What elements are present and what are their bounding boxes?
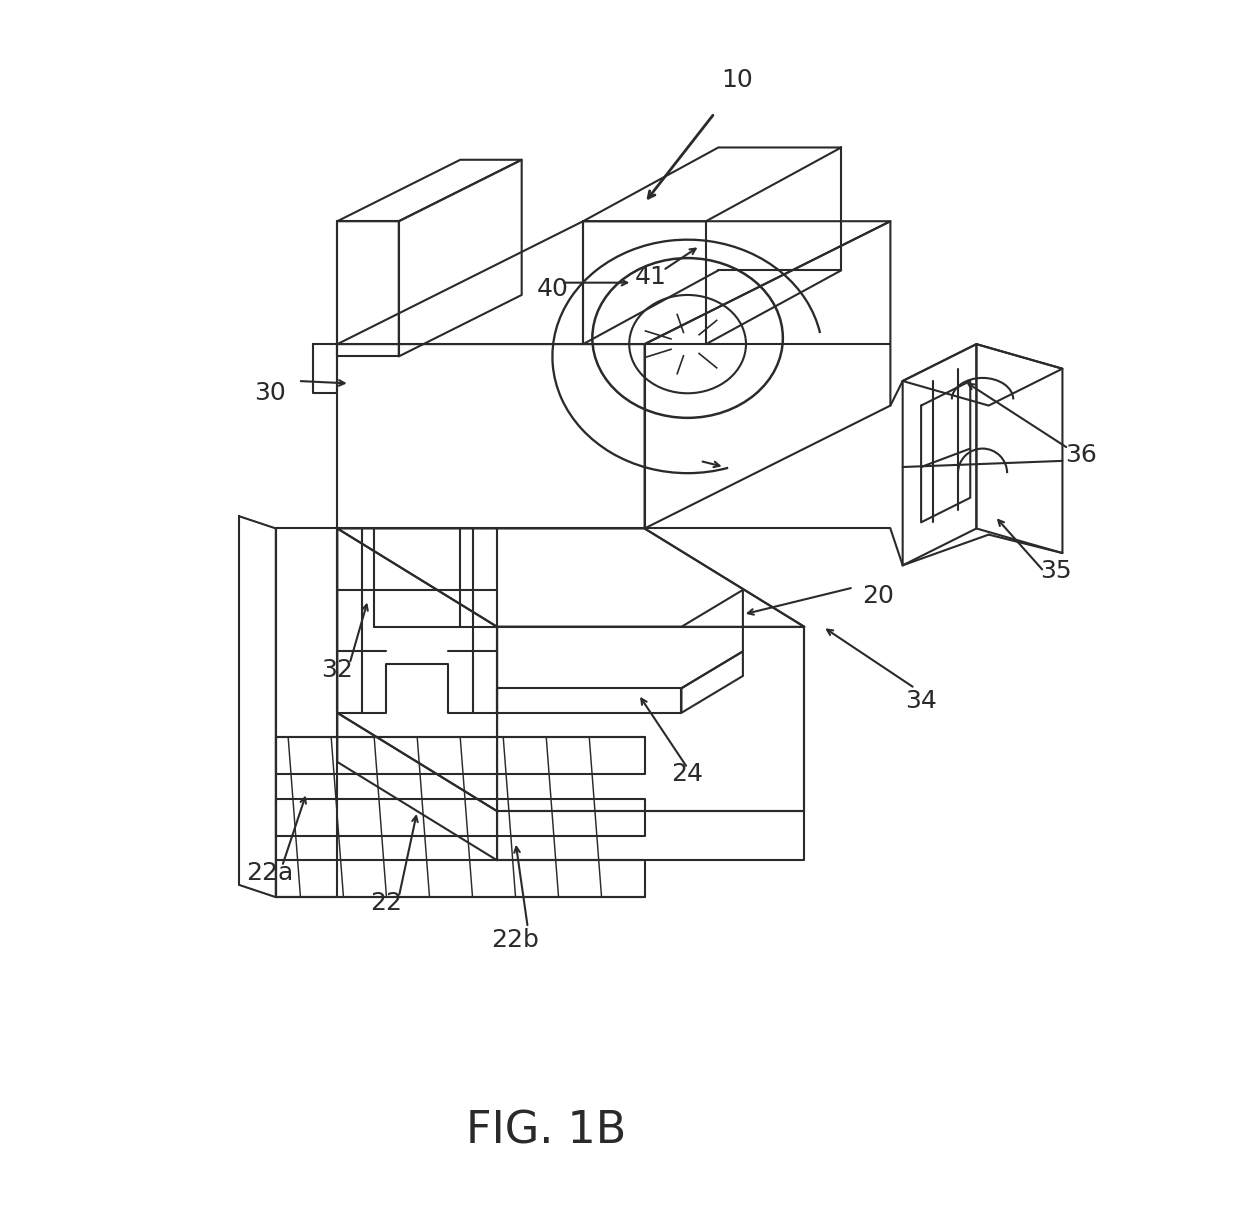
Text: 22: 22: [371, 891, 403, 916]
Text: 30: 30: [254, 381, 285, 406]
Text: 35: 35: [1040, 559, 1073, 584]
Text: 41: 41: [635, 264, 667, 289]
Text: 32: 32: [321, 658, 353, 682]
Text: 22a: 22a: [246, 860, 294, 885]
Text: 22b: 22b: [491, 928, 539, 952]
Text: 40: 40: [537, 277, 568, 301]
Text: 10: 10: [720, 68, 753, 92]
Text: 36: 36: [1065, 442, 1097, 467]
Text: 20: 20: [862, 584, 894, 608]
Text: 34: 34: [905, 688, 937, 713]
Text: 24: 24: [672, 762, 703, 787]
Text: FIG. 1B: FIG. 1B: [466, 1110, 626, 1152]
